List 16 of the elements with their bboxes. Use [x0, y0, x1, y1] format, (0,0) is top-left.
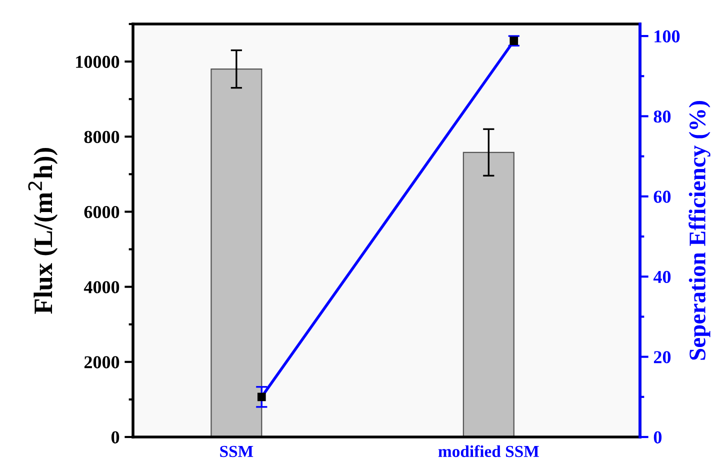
y2-tick-label: 0	[654, 431, 662, 444]
y-axis-title: Flux (L/(m$^{2}$h))	[28, 148, 58, 314]
y2-tick-label: 80	[654, 110, 671, 123]
y-tick-label: 10000	[76, 56, 120, 68]
x-tick-label: SSM	[220, 446, 254, 458]
y-tick-label: 2000	[84, 356, 120, 368]
y2-axis-title: Seperation Efficiency (%)	[688, 101, 710, 360]
x-tick-label: modified SSM	[438, 445, 539, 458]
y2-tick-label: 20	[654, 351, 671, 364]
y2-tick-label: 100	[654, 30, 680, 42]
y-tick-label: 4000	[84, 281, 120, 294]
y-tick-label: 8000	[84, 130, 120, 144]
y-tick-label: 6000	[84, 206, 120, 218]
y-tick-label: 0	[111, 431, 120, 444]
y2-tick-label: 40	[653, 270, 671, 284]
y2-tick-label: 60	[654, 190, 671, 203]
